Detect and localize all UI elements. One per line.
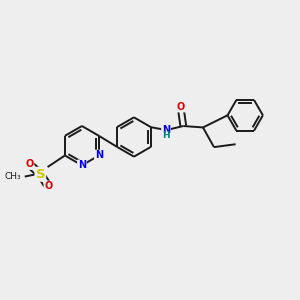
Text: CH₃: CH₃ — [4, 172, 21, 181]
Text: S: S — [35, 168, 45, 181]
Text: N: N — [95, 151, 103, 160]
Text: O: O — [177, 102, 185, 112]
Text: N: N — [162, 125, 170, 135]
Text: N: N — [78, 160, 86, 170]
Text: H: H — [162, 131, 170, 140]
Text: O: O — [25, 159, 34, 169]
Text: O: O — [44, 182, 52, 191]
